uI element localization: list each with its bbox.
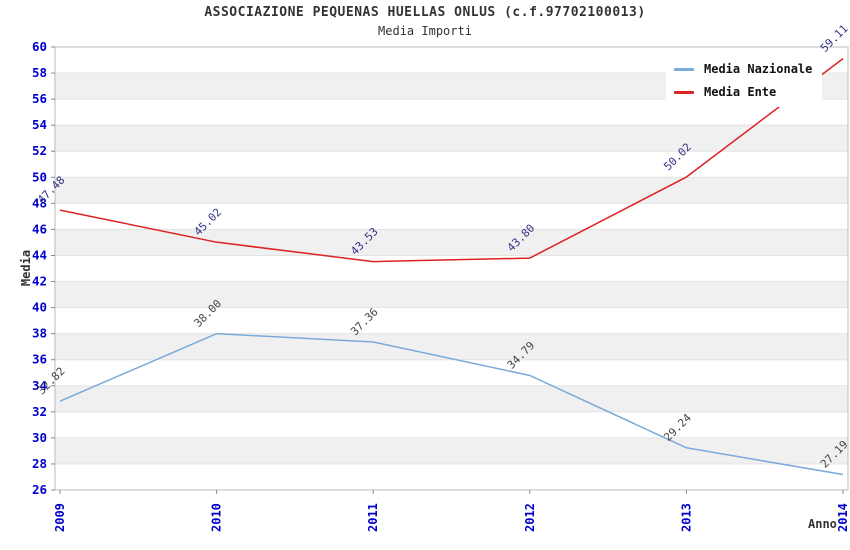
x-tick-label: 2009: [53, 503, 67, 532]
legend-label-media-nazionale: Media Nazionale: [704, 62, 813, 76]
y-tick-label: 40: [32, 300, 47, 315]
y-tick-label: 54: [32, 117, 47, 132]
legend-item-media-nazionale: Media Nazionale: [674, 62, 812, 76]
grid-band: [55, 437, 848, 464]
legend-swatch-red-line: [674, 90, 694, 94]
y-tick-label: 28: [32, 456, 47, 471]
y-tick-label: 26: [32, 482, 47, 497]
y-tick-label: 48: [32, 195, 47, 210]
x-tick-label: 2012: [523, 503, 537, 532]
chart-title: ASSOCIAZIONE PEQUENAS HUELLAS ONLUS (c.f…: [204, 5, 646, 20]
y-tick-label: 44: [32, 247, 47, 262]
y-axis-title: Media: [19, 249, 33, 287]
x-tick-label: 2014: [836, 503, 850, 532]
y-tick-label: 42: [32, 274, 47, 289]
chart-subtitle: Media Importi: [378, 24, 472, 38]
y-tick-label: 56: [32, 91, 47, 106]
y-tick-label: 52: [32, 143, 47, 158]
series-line: [59, 57, 844, 263]
grid-band: [55, 281, 848, 308]
y-tick-label: 60: [32, 39, 47, 54]
y-tick-label: 50: [32, 169, 47, 184]
x-tick-label: 2013: [679, 503, 693, 532]
series-line: [59, 332, 844, 476]
plot-border: [54, 46, 849, 491]
legend-item-media-ente: Media Ente: [674, 85, 812, 99]
y-tick-label: 34: [32, 378, 47, 393]
grid-band: [55, 385, 848, 412]
grid-band: [55, 229, 848, 256]
y-tick-label: 58: [32, 65, 47, 80]
y-tick-label: 46: [32, 221, 47, 236]
grid-band: [55, 125, 848, 152]
legend-swatch-blue-line: [674, 67, 694, 71]
grid-band: [55, 333, 848, 360]
y-tick-label: 30: [32, 430, 47, 445]
y-tick-label: 32: [32, 404, 47, 419]
x-tick-label: 2010: [210, 503, 224, 532]
point-label: 59.11: [818, 22, 850, 55]
legend-label-media-ente: Media Ente: [704, 85, 777, 99]
x-tick-label: 2011: [366, 503, 380, 532]
y-tick-label: 38: [32, 326, 47, 341]
grid-band: [55, 177, 848, 204]
legend: Media Nazionale Media Ente: [666, 56, 823, 107]
x-axis-title: Anno: [808, 517, 837, 531]
y-tick-label: 36: [32, 352, 47, 367]
